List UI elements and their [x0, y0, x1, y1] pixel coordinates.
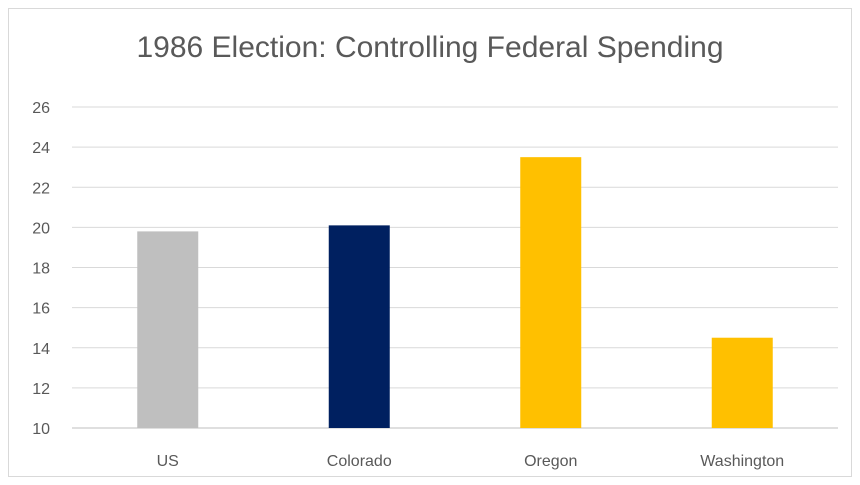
chart-title: 1986 Election: Controlling Federal Spend…: [136, 31, 724, 64]
x-category-label: US: [157, 453, 179, 470]
y-tick-label: 10: [32, 421, 50, 438]
bars: [137, 157, 773, 428]
y-tick-label: 16: [32, 301, 50, 318]
x-category-label: Oregon: [524, 453, 577, 470]
y-tick-label: 22: [32, 180, 50, 197]
x-axis-category-labels: US Colorado Oregon Washington: [157, 453, 785, 470]
gridlines: [72, 106, 838, 429]
bar-washington: [711, 337, 773, 428]
y-tick-label: 26: [32, 100, 50, 117]
x-category-label: Washington: [700, 453, 784, 470]
bar-oregon: [520, 157, 582, 428]
y-tick-label: 18: [32, 261, 50, 278]
y-tick-label: 24: [32, 140, 50, 157]
y-tick-label: 14: [32, 341, 50, 358]
bar-us: [137, 231, 199, 428]
y-axis-tick-labels: 10 12 14 16 18 20 22 24 26: [32, 100, 50, 438]
y-tick-label: 20: [32, 220, 50, 237]
x-category-label: Colorado: [327, 453, 392, 470]
y-tick-label: 12: [32, 381, 50, 398]
bar-colorado: [328, 225, 390, 428]
